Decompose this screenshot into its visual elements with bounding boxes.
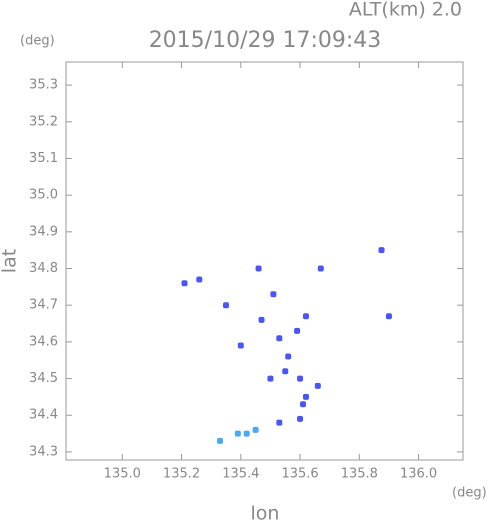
y-tick-label: 34.3 [29, 444, 58, 459]
x-tick-label: 136.0 [400, 467, 437, 482]
echo [317, 265, 324, 272]
echo [252, 426, 259, 433]
x-tick-label: 135.4 [222, 467, 259, 482]
echo [276, 335, 283, 342]
echo [237, 342, 244, 349]
echo [300, 401, 307, 408]
x-tick-label: 135.6 [281, 467, 318, 482]
y-unit: (deg) [20, 34, 55, 49]
echo [181, 280, 188, 287]
x-tick-label: 135.2 [163, 467, 200, 482]
echo [385, 313, 392, 320]
x-tick-label: 135.0 [104, 467, 141, 482]
echo [282, 368, 289, 375]
echo [297, 375, 304, 382]
y-tick-label: 34.4 [29, 408, 58, 423]
y-tick-label: 34.7 [29, 298, 58, 313]
x-unit: (deg) [452, 486, 487, 501]
subtitle: ALT(km) 2.0 [349, 0, 462, 21]
echo [378, 247, 385, 254]
echo [302, 313, 309, 320]
echo [243, 430, 250, 437]
echo [255, 265, 262, 272]
echo [297, 415, 304, 422]
x-tick-label: 135.8 [341, 467, 378, 482]
echo [258, 316, 265, 323]
echo [196, 276, 203, 283]
y-tick-label: 34.8 [29, 261, 58, 276]
y-axis-label: lat [0, 249, 21, 273]
chart-title: 2015/10/29 17:09:43 [149, 28, 382, 53]
echo [234, 430, 241, 437]
x-axis-label: lon [251, 503, 280, 521]
echo [222, 302, 229, 309]
echo [285, 353, 292, 360]
y-tick-label: 34.9 [29, 224, 58, 239]
y-tick-label: 35.3 [29, 78, 58, 93]
echo [217, 437, 224, 444]
echo [276, 419, 283, 426]
echo [267, 375, 274, 382]
echo [314, 382, 321, 389]
plot-frame [65, 61, 464, 461]
echo [270, 291, 277, 298]
y-tick-label: 35.1 [29, 151, 58, 166]
y-tick-label: 34.5 [29, 371, 58, 386]
echo [294, 327, 301, 334]
y-tick-label: 35.0 [29, 188, 58, 203]
y-tick-label: 35.2 [29, 114, 58, 129]
echo [302, 393, 309, 400]
y-tick-label: 34.6 [29, 334, 58, 349]
